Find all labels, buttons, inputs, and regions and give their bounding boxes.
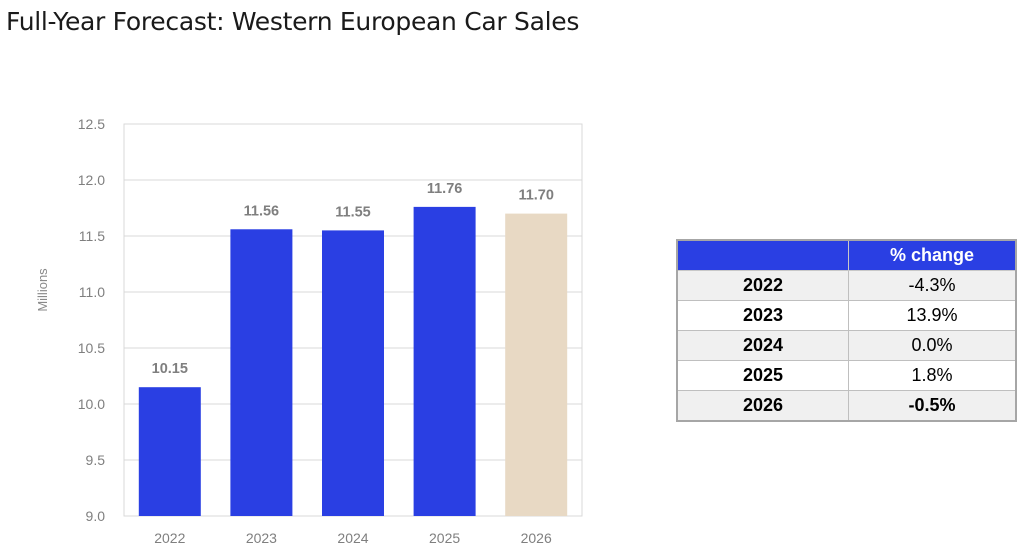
table-header-empty	[676, 239, 849, 271]
table-row: 2024 0.0%	[676, 330, 1017, 361]
y-tick-label: 11.5	[79, 228, 105, 244]
x-tick-label: 2022	[154, 530, 185, 546]
table-row: 2026 -0.5%	[676, 390, 1017, 422]
data-label: 11.70	[518, 188, 554, 204]
y-tick-label: 10.0	[78, 396, 105, 412]
row-change: 13.9%	[848, 300, 1017, 331]
table-row: 2025 1.8%	[676, 360, 1017, 391]
row-change: -4.3%	[848, 270, 1017, 301]
table-row: 2022 -4.3%	[676, 270, 1017, 301]
y-tick-label: 11.0	[79, 284, 105, 300]
data-label: 11.76	[427, 181, 463, 197]
y-tick-label: 9.0	[86, 508, 106, 524]
y-axis-title: Millions	[35, 268, 50, 312]
table-row: 2023 13.9%	[676, 300, 1017, 331]
data-label: 11.56	[244, 203, 280, 219]
data-label: 10.15	[152, 361, 188, 377]
bar	[230, 229, 293, 516]
data-label: 11.55	[335, 204, 371, 220]
y-tick-label: 10.5	[78, 340, 105, 356]
x-tick-label: 2024	[337, 530, 368, 546]
x-tick-label: 2023	[246, 530, 277, 546]
bar-chart: 9.0 9.5 10.0 10.5 11.0 11.5 12.0 12.5 10.15 2022 1…	[35, 116, 583, 546]
table-header-change: % change	[848, 239, 1017, 271]
row-year: 2025	[676, 360, 849, 391]
row-year: 2024	[676, 330, 849, 361]
row-change: 0.0%	[848, 330, 1017, 361]
bar	[505, 213, 568, 516]
bar	[413, 206, 476, 516]
row-year: 2026	[676, 390, 849, 422]
page-title: Full-Year Forecast: Western European Car…	[6, 7, 580, 36]
row-year: 2022	[676, 270, 849, 301]
bar	[322, 230, 384, 516]
y-tick-label: 9.5	[86, 452, 106, 468]
table-header-row: % change	[676, 239, 1017, 271]
y-tick-label: 12.0	[78, 172, 105, 188]
bar	[138, 387, 201, 516]
y-tick-label: 12.5	[78, 116, 105, 132]
x-tick-label: 2026	[521, 530, 552, 546]
x-tick-label: 2025	[429, 530, 460, 546]
row-change: -0.5%	[848, 390, 1017, 422]
row-year: 2023	[676, 300, 849, 331]
row-change: 1.8%	[848, 360, 1017, 391]
percent-change-table: % change 2022 -4.3% 2023 13.9% 2024 0.0%…	[676, 239, 1017, 422]
